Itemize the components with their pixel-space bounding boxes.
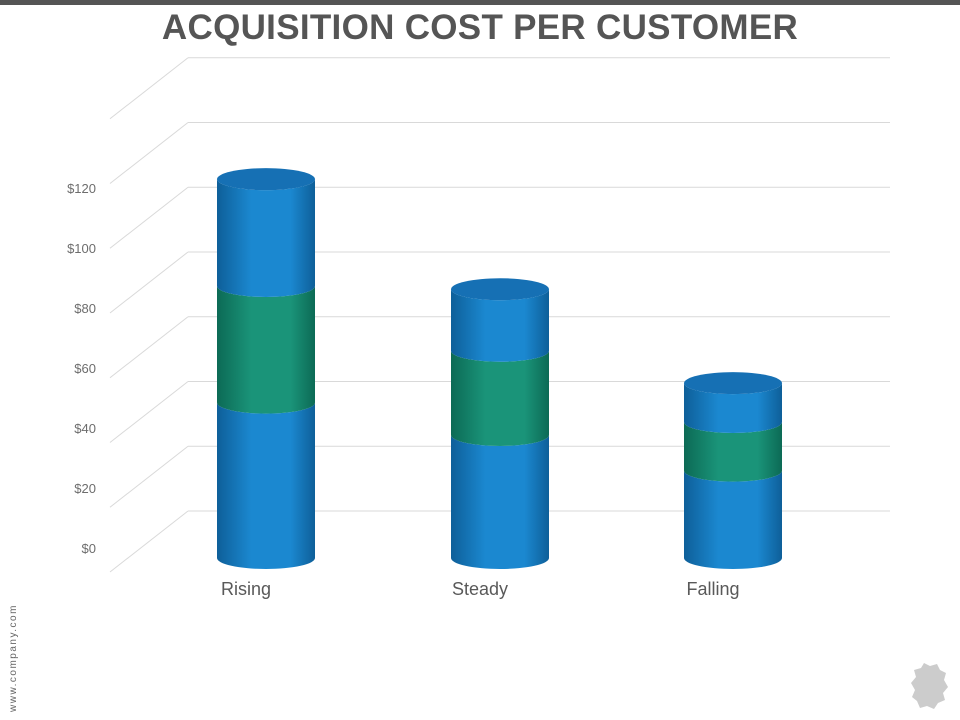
y-tick-layer: $0 $20 $40 $60 $80 $100 $120 [67, 181, 96, 556]
bar-layer [217, 168, 782, 569]
category-label: Rising [221, 579, 271, 599]
y-tick-label: $60 [74, 361, 96, 376]
category-label: Falling [686, 579, 739, 599]
gridline-depth [109, 381, 189, 443]
gridline-depth [109, 251, 189, 314]
bar-segment-falling-1 [684, 470, 782, 569]
bar-segment-steady-2 [451, 350, 549, 446]
bar-cap-falling [684, 372, 782, 395]
footer-url: www.company.com [8, 604, 19, 712]
brand-logo-icon [911, 663, 948, 709]
gridline-depth [109, 316, 189, 379]
y-tick-label: $0 [82, 541, 96, 556]
gridline-depth [109, 445, 189, 508]
bar-cap-rising [217, 168, 315, 191]
bar-segment-rising-1 [217, 402, 315, 569]
bar-segment-rising-2 [217, 286, 315, 414]
bar-segment-rising-3 [217, 179, 315, 298]
gridline-depth [109, 186, 189, 249]
bar-segment-falling-3 [684, 383, 782, 434]
y-tick-label: $100 [67, 241, 96, 256]
category-label: Steady [452, 579, 508, 599]
gridline-depth [109, 122, 189, 184]
y-tick-label: $40 [74, 421, 96, 436]
top-border-bar [0, 0, 960, 5]
y-tick-label: $80 [74, 301, 96, 316]
bar-segment-falling-2 [684, 422, 782, 482]
bar-cap-steady [451, 278, 549, 301]
bar-segment-steady-3 [451, 289, 549, 362]
chart-title: ACQUISITION COST PER CUSTOMER [161, 8, 799, 47]
bar-segment-steady-1 [451, 434, 549, 569]
gridline-depth [109, 510, 189, 573]
category-label-layer: Rising Steady Falling [221, 579, 740, 599]
gridline-depth [109, 57, 189, 120]
y-tick-label: $20 [74, 481, 96, 496]
y-tick-label: $120 [67, 181, 96, 196]
